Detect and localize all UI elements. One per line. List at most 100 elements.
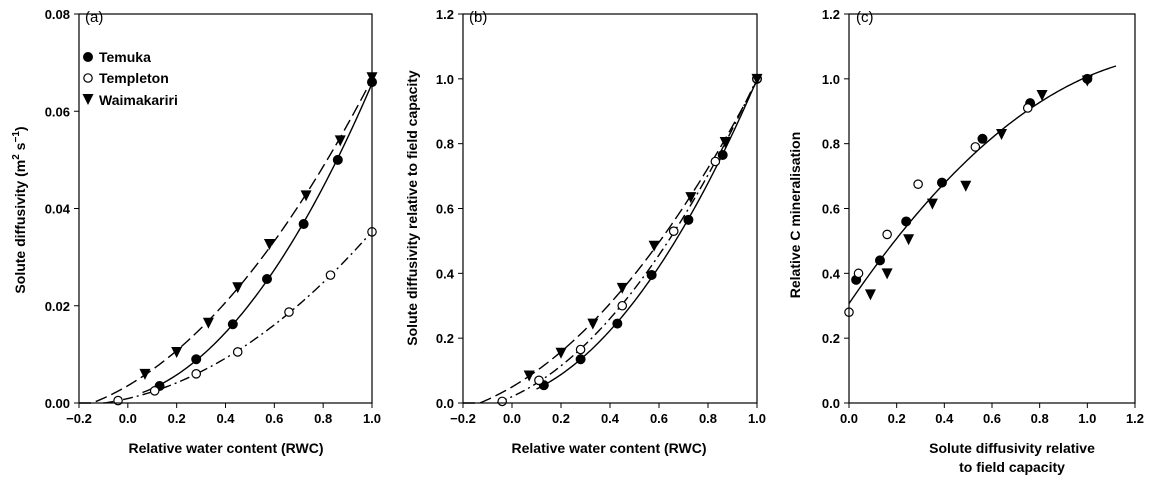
data-point: [874, 255, 885, 266]
panel-a-xtick-label: 0.8: [314, 411, 332, 426]
panel-a-axes: −0.2 0.0 0.2 0.4 0.6 0.8 1.0 0.00 0.02 0.04 0.06 0.…: [45, 7, 381, 426]
legend-marker-waimakariri: [82, 94, 94, 105]
panel-b-fit-line: [536, 79, 758, 390]
panel-c-xlabel-line1: Solute diffusivity relative: [929, 440, 1095, 456]
data-point: [903, 234, 915, 246]
panel-a-ytick-label: 0.00: [45, 396, 70, 411]
data-point: [977, 133, 988, 144]
data-point: [960, 180, 972, 192]
panel-a-label: (a): [85, 9, 103, 26]
data-point: [534, 375, 544, 386]
data-point: [334, 135, 346, 147]
panel-a-ylabel-main: Solute diffusivity (m: [12, 160, 28, 294]
data-point: [612, 318, 623, 329]
panel-b-frame: [462, 13, 758, 404]
panel-b: −0.2 0.0 0.2 0.4 0.6 0.8 1.00.00.20.40.60.81.0…: [404, 7, 766, 456]
data-point: [497, 396, 507, 407]
data-point: [139, 368, 151, 380]
data-point: [668, 226, 679, 236]
panel-c-curves: [848, 65, 1117, 304]
data-point: [881, 268, 893, 280]
panel-a-xtick-label: 0.0: [119, 411, 137, 426]
panel-c-ylabel: Relative C mineralisation: [787, 132, 803, 299]
panel-b-ytick-label: 0.2: [436, 331, 454, 346]
panel-a-xtick-label: 1.0: [363, 411, 381, 426]
panel-a-ylabel: Solute diffusivity (m2 s−1): [11, 126, 28, 293]
data-point: [646, 269, 657, 280]
data-point: [232, 347, 243, 357]
data-point: [717, 150, 728, 161]
panel-c-ytick-label: 0.4: [822, 266, 841, 281]
panel-c-markers: [844, 73, 1093, 318]
panel-c-label: (c): [856, 9, 874, 26]
panel-b-ytick-label: 0.6: [436, 202, 454, 217]
panel-a-markers: [113, 72, 378, 406]
data-point: [263, 238, 275, 250]
panel-b-markers: [497, 73, 763, 407]
legend-marker-templeton: [83, 73, 93, 83]
panel-b-xtick-label: 1.0: [748, 411, 766, 426]
data-point: [300, 190, 312, 202]
data-point: [926, 198, 938, 210]
data-point: [523, 370, 535, 382]
panel-b-xtick-label: 0.8: [699, 411, 717, 426]
data-point: [864, 289, 876, 301]
panel-a-xlabel: Relative water content (RWC): [129, 440, 324, 456]
legend-label-temuka: Temuka: [99, 49, 151, 65]
data-point: [232, 282, 244, 294]
panel-c-xtick-label: 0.8: [1031, 411, 1049, 426]
data-point: [587, 318, 599, 330]
panel-b-ytick-label: 0.4: [436, 266, 455, 281]
panel-a-xtick-label: 0.2: [168, 411, 186, 426]
panel-c-ytick-label: 0.6: [822, 202, 840, 217]
panel-b-xtick-label: 0.4: [601, 411, 620, 426]
panel-c-xtick-label: 0.4: [935, 411, 954, 426]
legend-marker-temuka: [83, 52, 93, 62]
data-point: [685, 192, 697, 204]
panel-a-ytick-label: 0.08: [45, 7, 70, 22]
data-point: [719, 137, 731, 149]
data-point: [227, 319, 238, 330]
data-point: [1022, 103, 1033, 113]
panel-c-axes: 0.0 0.2 0.4 0.6 0.8 1.0 1.2 0.0 0.2 0.4 0.6 0.8 1.0 1…: [822, 7, 1144, 426]
panel-c: 0.0 0.2 0.4 0.6 0.8 1.0 1.2 0.0 0.2 0.4 0.6 0.8 1.0 1…: [787, 7, 1144, 475]
panel-c-ytick-label: 1.2: [822, 7, 840, 22]
data-point: [262, 274, 273, 285]
panel-a-ylabel-end: ): [12, 126, 28, 131]
data-point: [996, 128, 1008, 140]
panel-a-fit-line: [79, 78, 373, 404]
panel-c-fit-line: [848, 65, 1117, 304]
panel-b-ytick-label: 0.0: [436, 396, 454, 411]
panel-b-fit-line: [463, 80, 758, 404]
panel-b-ylabel: Solute diffusivity relative to field cap…: [404, 70, 420, 346]
data-point: [575, 354, 586, 365]
panel-a-legend: Temuka Templeton Waimakariri: [82, 49, 178, 108]
panel-c-ytick-label: 1.0: [822, 72, 840, 87]
data-point: [853, 268, 864, 279]
panel-c-xtick-label: 0.6: [983, 411, 1001, 426]
data-point: [202, 317, 214, 329]
data-point: [616, 282, 628, 294]
data-point: [555, 347, 567, 359]
panel-a-fit-line: [142, 83, 373, 394]
legend-label-templeton: Templeton: [99, 70, 169, 86]
panel-b-xlabel: Relative water content (RWC): [512, 440, 707, 456]
panel-c-xlabel-line2: to field capacity: [959, 459, 1065, 475]
data-point: [191, 369, 201, 379]
panel-c-xtick-label: 0.2: [888, 411, 906, 426]
panel-a-xtick-label: −0.2: [66, 411, 92, 426]
panel-b-ytick-label: 1.0: [436, 72, 454, 87]
panel-a-curves: [79, 78, 373, 404]
panel-c-xtick-label: 0.0: [840, 411, 858, 426]
data-point: [617, 300, 628, 311]
panel-a-ytick-label: 0.06: [45, 104, 70, 119]
data-point: [284, 307, 294, 317]
panel-b-axes: −0.2 0.0 0.2 0.4 0.6 0.8 1.00.00.20.40.60.81.0…: [436, 7, 766, 426]
panel-a-ytick-label: 0.02: [45, 299, 70, 314]
data-point: [332, 154, 343, 165]
legend-label-waimakariri: Waimakariri: [99, 92, 178, 108]
data-point: [710, 156, 721, 167]
data-point: [970, 142, 981, 152]
panel-b-ytick-label: 0.8: [436, 137, 454, 152]
